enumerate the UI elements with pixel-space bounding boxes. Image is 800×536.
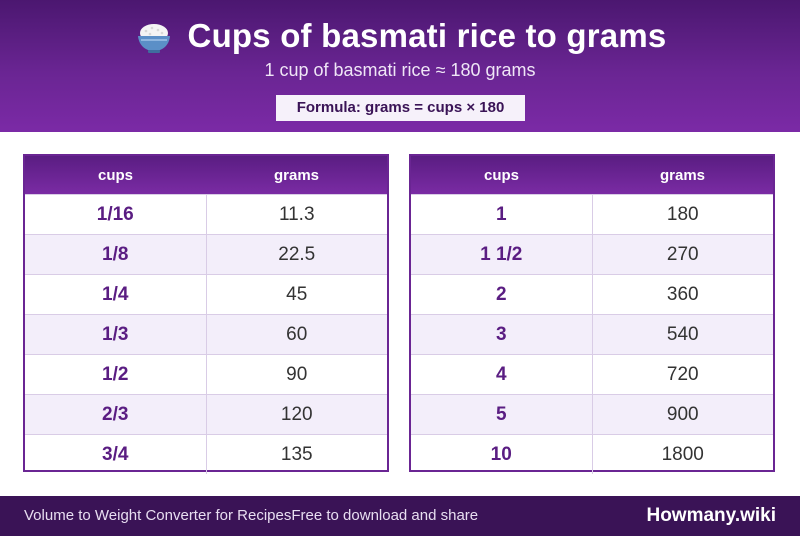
table-row: 5 900	[411, 394, 773, 434]
table-row: 4 720	[411, 354, 773, 394]
cups-cell: 10	[411, 435, 593, 474]
rice-bowl-icon	[137, 24, 170, 53]
grams-cell: 120	[280, 403, 313, 425]
table-row: 2/3 120	[25, 394, 387, 434]
cups-cell: 1/8	[25, 235, 207, 274]
table-row: 2 360	[411, 274, 773, 314]
cups-cell: 1	[411, 195, 593, 234]
grams-cell: 11.3	[278, 203, 315, 225]
grams-cell: 540	[666, 323, 699, 345]
grams-cell: 1800	[661, 443, 704, 465]
grams-cell: 360	[666, 283, 699, 305]
column-header-cups: cups	[483, 166, 519, 184]
table-row: 1/16 11.3	[25, 194, 387, 234]
grams-cell: 60	[286, 323, 308, 345]
footer-share-note: Free to download and share	[291, 507, 479, 524]
cups-cell: 1/3	[25, 315, 207, 354]
cups-cell: 3	[411, 315, 593, 354]
table-row: 1 1/2 270	[411, 234, 773, 274]
table-header: cups grams	[25, 156, 387, 194]
table-row: 3/4 135	[25, 434, 387, 474]
formula-box: Formula: grams = cups × 180	[276, 95, 525, 121]
page-title: Cups of basmati rice to grams	[187, 17, 667, 54]
cups-cell: 2/3	[25, 395, 207, 434]
table-row: 10 1800	[411, 434, 773, 474]
conversion-table-large: cups grams 1 180 1 1/2 270 2 360 3 540 4 720 …	[409, 154, 775, 474]
cups-cell: 1/16	[25, 195, 207, 234]
grams-cell: 22.5	[278, 243, 316, 265]
cups-cell: 1/2	[25, 355, 207, 394]
column-header-cups: cups	[97, 166, 133, 184]
table-header: cups grams	[411, 156, 773, 194]
table-row: 1 180	[411, 194, 773, 234]
page-subtitle: 1 cup of basmati rice ≈ 180 grams	[264, 60, 536, 80]
grams-cell: 900	[666, 403, 699, 425]
grams-cell: 135	[280, 443, 313, 465]
column-header-grams: grams	[659, 166, 706, 184]
grams-cell: 45	[286, 283, 308, 305]
column-header-grams: grams	[273, 166, 320, 184]
table-row: 1/4 45	[25, 274, 387, 314]
cups-cell: 1 1/2	[411, 235, 593, 274]
cups-cell: 5	[411, 395, 593, 434]
brand-logo-text: Howmany.wiki	[646, 505, 776, 526]
footer-tagline: Volume to Weight Converter for Recipes	[24, 507, 292, 524]
grams-cell: 180	[666, 203, 699, 225]
title-row: Cups of basmati rice to grams	[0, 14, 800, 58]
grams-cell: 90	[286, 363, 308, 385]
table-row: 1/2 90	[25, 354, 387, 394]
table-row: 3 540	[411, 314, 773, 354]
header-banner: Cups of basmati rice to grams 1 cup of b…	[0, 0, 800, 132]
footer-caption: Volume to Weight Converter for RecipesFr…	[24, 496, 478, 536]
cups-cell: 3/4	[25, 435, 207, 474]
table-row: 1/3 60	[25, 314, 387, 354]
grams-cell: 720	[666, 363, 699, 385]
footer-bar: Volume to Weight Converter for RecipesFr…	[0, 496, 800, 536]
table-row: 1/8 22.5	[25, 234, 387, 274]
cups-cell: 4	[411, 355, 593, 394]
cups-cell: 2	[411, 275, 593, 314]
grams-cell: 270	[666, 243, 699, 265]
conversion-table-small: cups grams 1/16 11.3 1/8 22.5 1/4 45 1/3 60 …	[23, 154, 389, 474]
cups-cell: 1/4	[25, 275, 207, 314]
